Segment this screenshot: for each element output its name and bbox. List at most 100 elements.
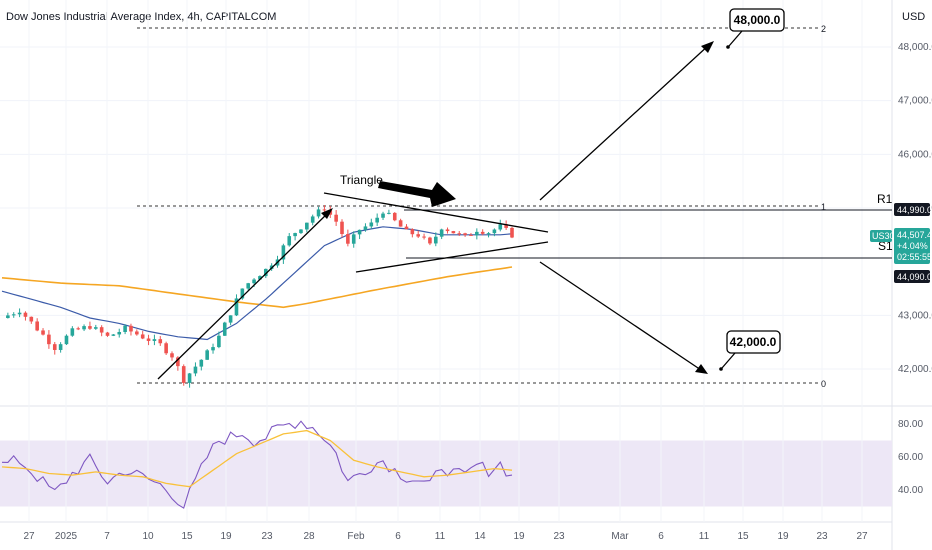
sma50-line [1, 226, 513, 341]
candle-body [11, 314, 16, 316]
candle-body [82, 326, 86, 330]
x-tick-label: 19 [220, 531, 232, 542]
candle-body [228, 315, 233, 323]
fib-level-label: 2 [821, 24, 826, 34]
candle-body [486, 233, 491, 235]
candle-body [76, 328, 81, 330]
candle-body [439, 229, 444, 237]
candle-body [99, 327, 104, 333]
candle-body [293, 233, 297, 237]
candle-body [222, 322, 227, 336]
y-tick-label: 42,000.0 [898, 364, 932, 375]
candle-body [322, 209, 327, 211]
r1-label: R1 [877, 192, 893, 206]
candle-body [164, 343, 168, 354]
candle-body [88, 326, 92, 329]
candle-body [70, 328, 75, 336]
candle-body [123, 325, 127, 332]
target-down-label: 42,000.0 [730, 335, 777, 349]
candle-body [117, 331, 122, 335]
candle-body [17, 312, 22, 315]
candle-body [369, 222, 374, 227]
x-tick-label: 23 [553, 531, 565, 542]
candle-body [381, 213, 385, 218]
candle-body [457, 233, 462, 235]
rsi-level-label: 40.00 [898, 485, 923, 496]
x-tick-label: 10 [142, 531, 154, 542]
price-change-text: +4.04% [897, 241, 928, 251]
candle-body [363, 226, 368, 230]
candle-body [463, 233, 467, 235]
x-tick-label: Mar [611, 531, 629, 542]
candle-body [351, 234, 356, 244]
candle-body [111, 334, 116, 336]
candle-body [217, 335, 221, 348]
candle-body [299, 229, 303, 234]
candle-body [23, 312, 28, 317]
triangle-upper-line [323, 192, 549, 233]
breakdown-arrowhead [695, 364, 708, 374]
candle-body [47, 334, 51, 345]
candle-body [152, 339, 157, 341]
x-tick-label: 19 [513, 531, 525, 542]
y-tick-label: 46,000.0 [898, 149, 932, 160]
x-tick-label: 6 [658, 531, 664, 542]
candle-body [310, 216, 315, 223]
candle-body [181, 366, 186, 383]
x-tick-label: 11 [435, 531, 446, 542]
candle-body [234, 298, 239, 316]
candle-body [428, 237, 432, 244]
candle-body [146, 338, 151, 341]
candle-body [281, 245, 286, 260]
candle-body [492, 229, 497, 234]
candle-body [305, 222, 309, 230]
candle-body [451, 231, 456, 234]
x-tick-label: 27 [856, 531, 868, 542]
current-price-text: 44,507.4 [897, 230, 932, 240]
triangle-lower-line [355, 241, 549, 273]
candle-body [170, 353, 174, 358]
candle-body [340, 221, 344, 235]
x-tick-label: 2025 [55, 531, 78, 542]
candle-body [375, 217, 379, 223]
s1-price-text: 44,090.0 [897, 272, 932, 282]
candle-body [176, 357, 180, 367]
target-down-marker [719, 367, 723, 371]
candle-body [469, 234, 473, 236]
candle-body [357, 229, 362, 235]
candle-body [346, 234, 350, 244]
target-up-callout-tail [728, 30, 743, 47]
candle-body [398, 220, 403, 227]
candle-body [140, 334, 145, 339]
candle-countdown-text: 02:55:55 [897, 252, 932, 262]
current-price-tag [894, 228, 930, 264]
candle-body [475, 231, 479, 236]
candle-body [135, 331, 139, 335]
symbol-tag-text: US30 [872, 231, 895, 241]
rally-trend-line [157, 210, 331, 380]
candle-body [445, 229, 450, 232]
breakout-up-arrow [539, 43, 711, 201]
x-tick-label: 27 [23, 531, 35, 542]
target-up-label: 48,000.0 [734, 13, 781, 27]
candle-body [422, 236, 426, 238]
candle-body [129, 325, 133, 332]
candle-body [510, 227, 514, 238]
candle-body [199, 359, 204, 367]
x-tick-label: 14 [474, 531, 486, 542]
candle-body [205, 350, 209, 360]
y-tick-label: 48,000.0 [898, 42, 932, 53]
candle-body [480, 231, 485, 234]
x-tick-label: Feb [347, 531, 365, 542]
fib-level-label: 0 [821, 379, 826, 389]
target-up-marker [726, 45, 730, 49]
candle-body [93, 327, 98, 329]
chart-title: Dow Jones Industrial Average Index, 4h, … [6, 11, 276, 23]
candle-body [35, 321, 39, 331]
candle-body [392, 212, 397, 221]
fib-level-label: 1 [821, 202, 826, 212]
x-tick-label: 15 [737, 531, 749, 542]
rally-arrowhead [321, 208, 333, 219]
candle-body [263, 268, 268, 277]
